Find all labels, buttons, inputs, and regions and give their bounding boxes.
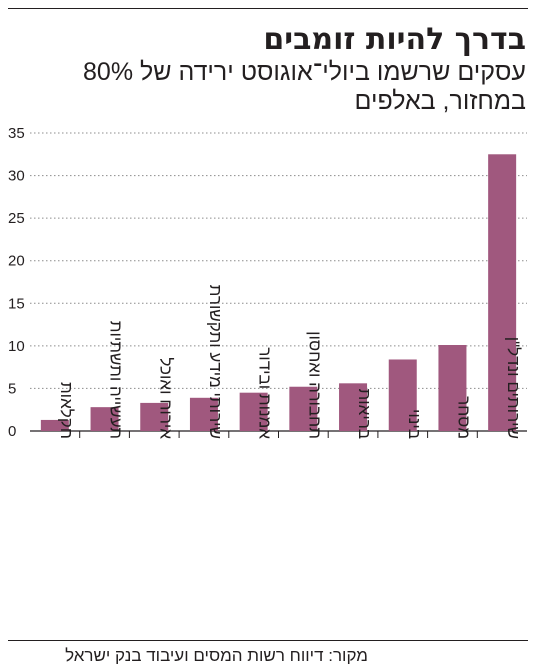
bar xyxy=(339,383,368,431)
bar xyxy=(388,359,417,431)
chart-subtitle: עסקים שרשמו ביולי־אוגוסט ירידה של 80% במ… xyxy=(83,58,526,115)
bar-chart: 0 5 10 15 20 25 30 35 חקלאות תעשייה ותשתיות אירוח … xyxy=(8,125,527,440)
bar xyxy=(189,397,218,431)
y-tick-label: 0 xyxy=(8,423,16,440)
x-tick-label: אמנות ובידור xyxy=(256,347,275,439)
y-tick-label: 10 xyxy=(8,338,25,355)
bar xyxy=(90,407,119,431)
chart-title: בדרך להיות זומבים xyxy=(263,22,526,57)
y-tick-label: 5 xyxy=(8,380,16,397)
bar xyxy=(40,419,69,431)
x-tick-label: תעשייה ותשתיות xyxy=(107,321,126,439)
x-tick-label: מסחר xyxy=(454,396,473,439)
bar xyxy=(239,392,268,431)
source-note: מקור: דיווח רשות המסים ועיבוד בנק ישראל xyxy=(65,646,368,665)
x-tick-label: תחבורה ואחסון xyxy=(305,331,324,439)
y-tick-label: 15 xyxy=(8,295,25,312)
bar xyxy=(140,402,169,431)
bar xyxy=(289,386,318,431)
x-tick-label: חקלאות xyxy=(57,382,76,439)
bottom-rule xyxy=(8,640,528,641)
bar xyxy=(488,154,517,432)
y-tick-label: 35 xyxy=(8,125,25,142)
x-tick-label: בינוי xyxy=(405,409,424,439)
y-tick-label: 30 xyxy=(8,168,25,185)
top-rule xyxy=(8,8,528,9)
y-tick-label: 20 xyxy=(8,253,25,270)
x-tick-label: שירותי מידע ותקשורת xyxy=(206,285,225,439)
x-tick-label: אירוח ואוכל xyxy=(156,357,175,439)
bar xyxy=(438,345,467,431)
y-tick-label: 25 xyxy=(8,210,25,227)
x-tick-label: בריאות xyxy=(355,388,374,439)
x-tick-label: שירותים ונדל"ן xyxy=(504,337,523,439)
